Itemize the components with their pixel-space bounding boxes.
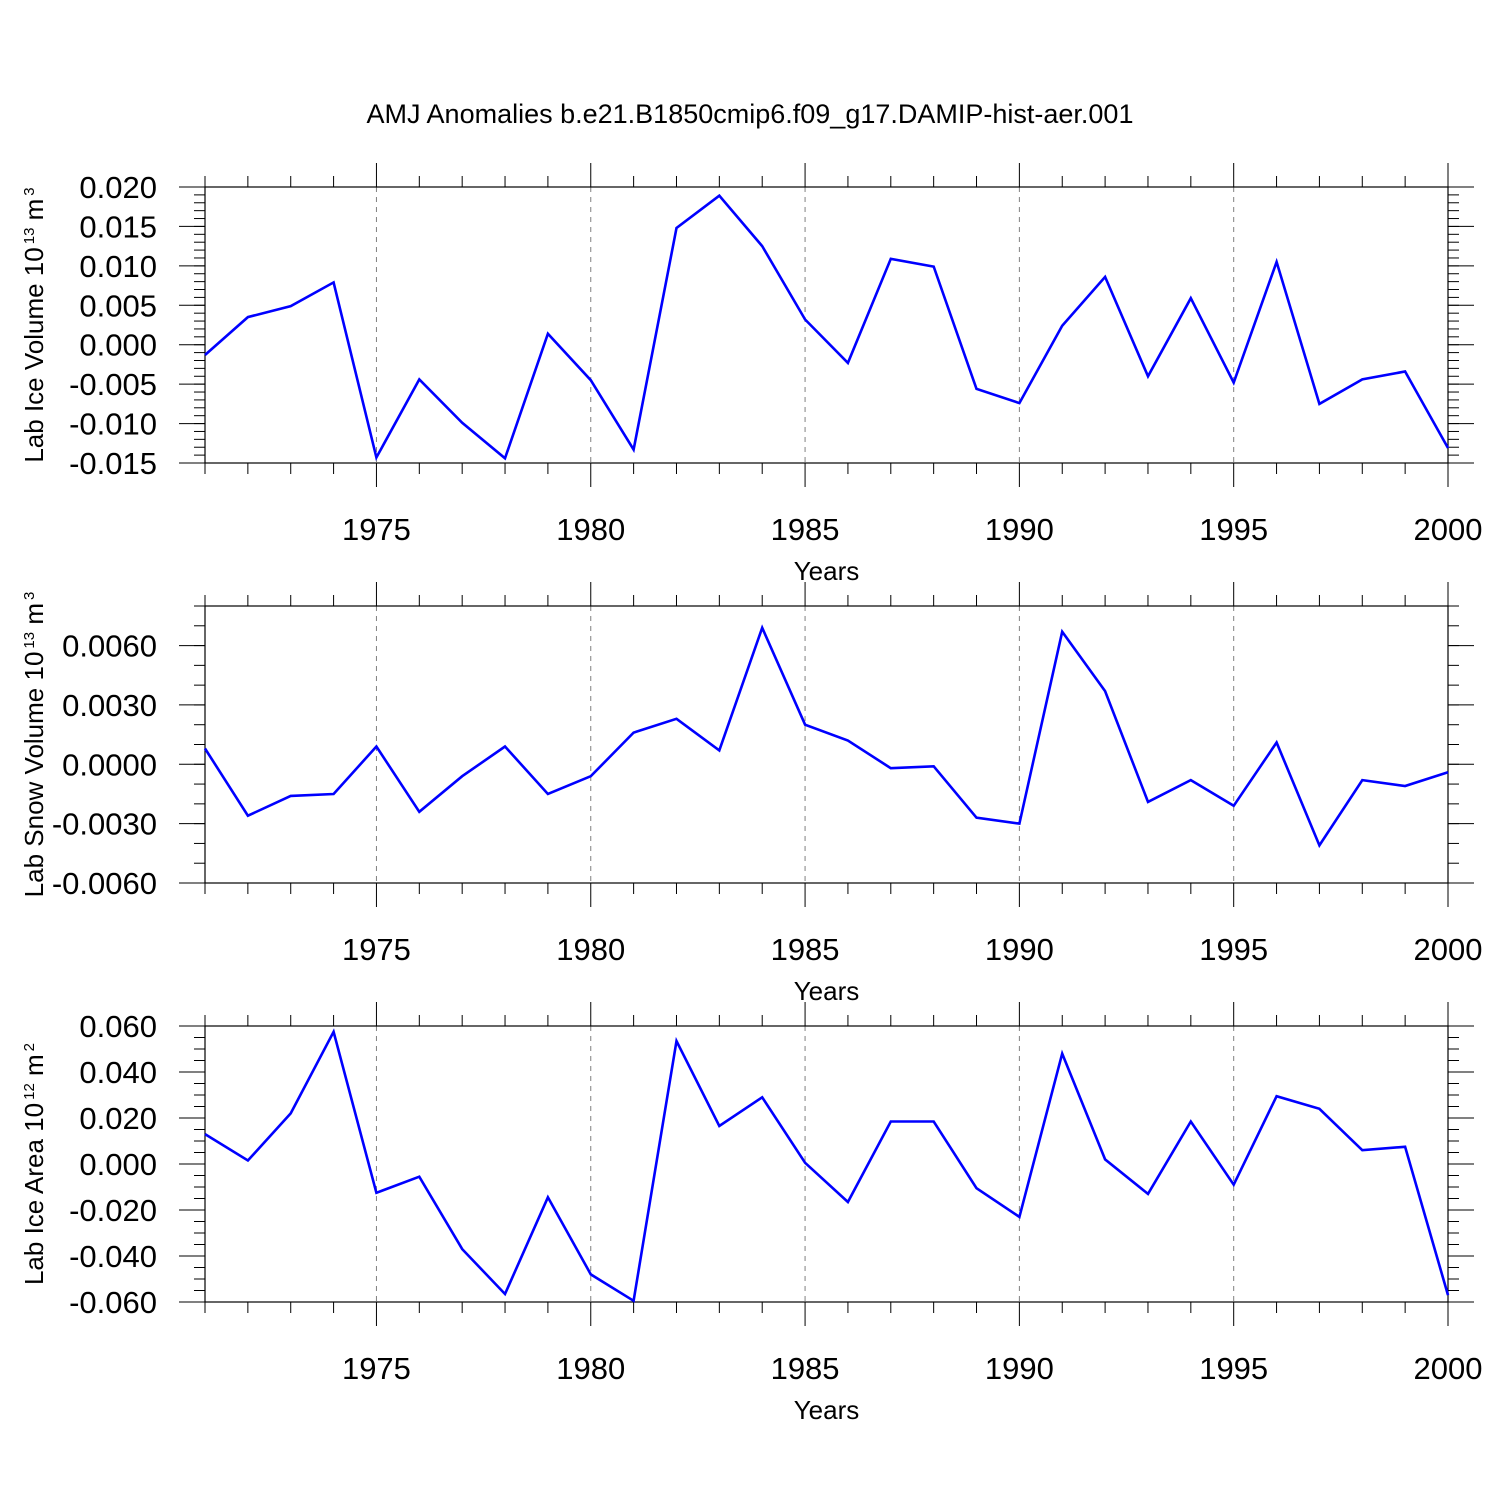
- ice-area-y-tick-label: 0.020: [79, 1101, 157, 1136]
- snow-volume-x-tick-label: 1995: [1199, 932, 1268, 967]
- ice-volume-panel: 0.020 0.015 0.010 0.005 0.000 -0.005 -0.010 -0.…: [19, 163, 1482, 586]
- snow-volume-x-axis-label: Years: [794, 976, 860, 1006]
- ice-area-x-tick-label: 1995: [1199, 1351, 1268, 1386]
- snow-volume-x-tick-label: 1975: [342, 932, 411, 967]
- ice-area-plot-frame: [204, 1025, 1449, 1303]
- snow-volume-y-tick-label: 0.0000: [62, 747, 157, 782]
- ice-volume-y-tick-label: 0.010: [79, 249, 157, 284]
- ice-volume-x-tick-label: 1980: [556, 512, 625, 547]
- snow-volume-panel: 0.0060 0.0030 0.0000 -0.0030 -0.0060 1975 1980…: [19, 582, 1482, 1006]
- ice-area-y-axis-label: Lab Ice Area 1012 m2: [19, 1043, 49, 1285]
- ice-area-x-tick-label: 2000: [1414, 1351, 1483, 1386]
- snow-volume-y-tick-label: 0.0060: [62, 629, 157, 664]
- snow-volume-y-tick-label: 0.0030: [62, 688, 157, 723]
- snow-volume-y-tick-label: -0.0060: [52, 866, 157, 901]
- snow-volume-x-tick-label: 2000: [1414, 932, 1483, 967]
- ice-volume-x-tick-label: 1975: [342, 512, 411, 547]
- ice-volume-y-axis-label: Lab Ice Volume 1013 m3: [19, 187, 49, 462]
- ice-area-panel: 0.060 0.040 0.020 0.000 -0.020 -0.040 -0.060 19…: [19, 1002, 1482, 1425]
- ice-volume-y-tick-label: -0.010: [69, 407, 157, 442]
- ice-area-x-tick-label: 1990: [985, 1351, 1054, 1386]
- ice-area-x-tick-label: 1985: [771, 1351, 840, 1386]
- ice-volume-x-tick-label: 2000: [1414, 512, 1483, 547]
- ice-volume-y-tick-label: 0.020: [79, 170, 157, 205]
- ice-volume-x-tick-label: 1995: [1199, 512, 1268, 547]
- ice-volume-series-line: [204, 193, 1450, 462]
- ice-volume-x-tick-label: 1985: [771, 512, 840, 547]
- ice-area-y-tick-label: -0.020: [69, 1193, 157, 1228]
- ice-area-y-tick-label: 0.060: [79, 1009, 157, 1044]
- ice-area-y-tick-label: 0.040: [79, 1055, 157, 1090]
- snow-volume-x-tick-label: 1980: [556, 932, 625, 967]
- ice-volume-y-tick-label: 0.015: [79, 209, 157, 244]
- ice-area-y-tick-label: -0.060: [69, 1285, 157, 1320]
- ice-volume-y-tick-label: -0.015: [69, 446, 157, 481]
- ice-volume-y-tick-label: 0.000: [79, 328, 157, 363]
- snow-volume-series-line: [203, 624, 1449, 849]
- ice-area-x-axis-label: Years: [794, 1395, 860, 1425]
- ice-volume-x-tick-label: 1990: [985, 512, 1054, 547]
- ice-volume-y-tick-label: -0.005: [69, 367, 157, 402]
- snow-volume-y-tick-label: -0.0030: [52, 807, 157, 842]
- ice-area-y-tick-label: -0.040: [69, 1239, 157, 1274]
- page-title: AMJ Anomalies b.e21.B1850cmip6.f09_g17.D…: [366, 99, 1134, 129]
- ice-volume-plot-frame: [204, 186, 1449, 464]
- snow-volume-plot-frame: [204, 605, 1449, 884]
- ice-area-series-line: [204, 1028, 1450, 1303]
- ice-area-x-tick-label: 1975: [342, 1351, 411, 1386]
- ice-volume-x-axis-label: Years: [794, 556, 860, 586]
- ice-volume-y-tick-label: 0.005: [79, 288, 157, 323]
- snow-volume-y-axis-label: Lab Snow Volume 1013 m3: [19, 592, 49, 898]
- snow-volume-x-tick-label: 1985: [771, 932, 840, 967]
- ice-area-y-tick-label: 0.000: [79, 1147, 157, 1182]
- ice-area-x-tick-label: 1980: [556, 1351, 625, 1386]
- snow-volume-x-tick-label: 1990: [985, 932, 1054, 967]
